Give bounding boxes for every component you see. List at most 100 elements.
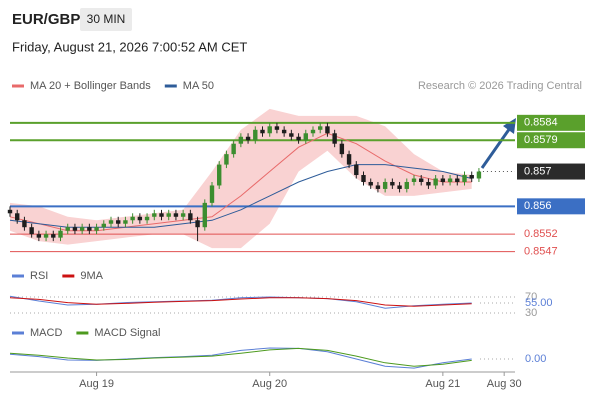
- candle-body: [231, 143, 236, 155]
- candle-body: [375, 185, 381, 189]
- x-tick-label: Aug 21: [425, 378, 460, 390]
- candle-body: [79, 227, 85, 231]
- candle-body: [426, 181, 431, 186]
- candle-body: [281, 129, 287, 134]
- candle-body: [217, 164, 222, 186]
- candle-body: [72, 227, 78, 231]
- indicator-line: [9, 347, 472, 369]
- interval-box[interactable]: [80, 8, 132, 31]
- datetime: Friday, August 21, 2026 7:00:52 AM CET: [12, 39, 247, 54]
- candle-body: [180, 213, 186, 217]
- candle-body: [94, 227, 99, 231]
- candle-body: [29, 227, 34, 235]
- candle-body: [166, 213, 171, 217]
- candle-body: [404, 181, 409, 189]
- candle-body: [36, 234, 42, 238]
- candle-body: [447, 178, 453, 182]
- legend-label: RSI: [30, 270, 48, 282]
- level-label: 0.8547: [524, 245, 558, 257]
- candle-body: [267, 126, 272, 134]
- candle-body: [332, 133, 337, 144]
- level-label: 0.857: [524, 165, 552, 177]
- target-arrowhead: [503, 118, 516, 134]
- candle-body: [260, 129, 265, 134]
- indicator-line: [9, 295, 472, 309]
- candle-body: [245, 136, 251, 141]
- candle-body: [101, 223, 106, 228]
- candle-body: [152, 213, 157, 217]
- y-tick-label: 70: [525, 291, 537, 303]
- candle-body: [253, 129, 258, 141]
- candle-body: [274, 126, 280, 130]
- x-tick-label: Aug 30: [487, 378, 522, 390]
- candle-body: [318, 126, 323, 130]
- candle-body: [116, 220, 121, 224]
- y-tick-label: 55.00: [525, 297, 553, 309]
- y-tick-label: 30: [525, 307, 537, 319]
- candle-body: [202, 202, 207, 228]
- candle-body: [346, 154, 352, 165]
- candle-body: [462, 175, 467, 182]
- candle-body: [310, 129, 316, 134]
- y-tick-label: 0.00: [525, 353, 546, 365]
- candle-body: [108, 220, 114, 224]
- candle-body: [224, 154, 229, 165]
- candle-body: [87, 227, 92, 231]
- candle-body: [390, 181, 395, 186]
- candle-body: [433, 178, 438, 186]
- candle-body: [339, 143, 345, 155]
- level-label: 0.8579: [524, 134, 558, 146]
- candle-body: [173, 213, 179, 217]
- credit: Research © 2026 Trading Central: [418, 80, 582, 92]
- candle-body: [58, 230, 63, 238]
- candle-body: [440, 178, 446, 182]
- candle-body: [123, 220, 128, 224]
- indicator-line: [9, 347, 472, 367]
- candle-body: [130, 216, 135, 221]
- candle-body: [51, 234, 56, 238]
- candle-body: [303, 133, 308, 141]
- level-box: [517, 132, 585, 149]
- candle-body: [411, 178, 417, 182]
- level-box: [517, 114, 585, 131]
- legend-label: MA 50: [183, 80, 214, 92]
- candle-body: [455, 178, 460, 182]
- candle-body: [368, 181, 373, 186]
- candle-body: [15, 213, 20, 221]
- indicator-line: [9, 297, 472, 307]
- symbol: EUR/GBP: [12, 11, 80, 28]
- candle-body: [65, 227, 70, 231]
- level-box: [517, 198, 585, 215]
- candle-body: [188, 213, 193, 221]
- candle-body: [397, 185, 402, 189]
- x-tick-label: Aug 19: [79, 378, 114, 390]
- legend-label: MACD: [30, 327, 62, 339]
- candle-body: [137, 216, 143, 221]
- candle-body: [419, 178, 424, 182]
- candle-body: [144, 216, 150, 221]
- candle-body: [296, 136, 301, 141]
- legend-label: MACD Signal: [94, 327, 160, 339]
- level-label: 0.856: [524, 200, 552, 212]
- interval[interactable]: 30 MIN: [87, 12, 126, 26]
- candle-body: [476, 171, 482, 179]
- candle-body: [43, 234, 49, 238]
- candle-body: [289, 133, 294, 137]
- candle-body: [354, 164, 359, 176]
- x-tick-label: Aug 20: [252, 378, 287, 390]
- candle-body: [469, 175, 474, 179]
- candle-body: [195, 220, 200, 228]
- candle-body: [7, 209, 13, 214]
- level-box: [517, 163, 585, 180]
- candle-body: [22, 220, 27, 228]
- candle-body: [238, 136, 244, 144]
- level-label: 0.8552: [524, 228, 558, 240]
- candle-body: [382, 181, 388, 189]
- legend-label: MA 20 + Bollinger Bands: [30, 80, 151, 92]
- candle-body: [159, 213, 164, 217]
- ma-line: [9, 164, 472, 228]
- legend-label: 9MA: [80, 270, 103, 282]
- level-label: 0.8584: [524, 117, 558, 129]
